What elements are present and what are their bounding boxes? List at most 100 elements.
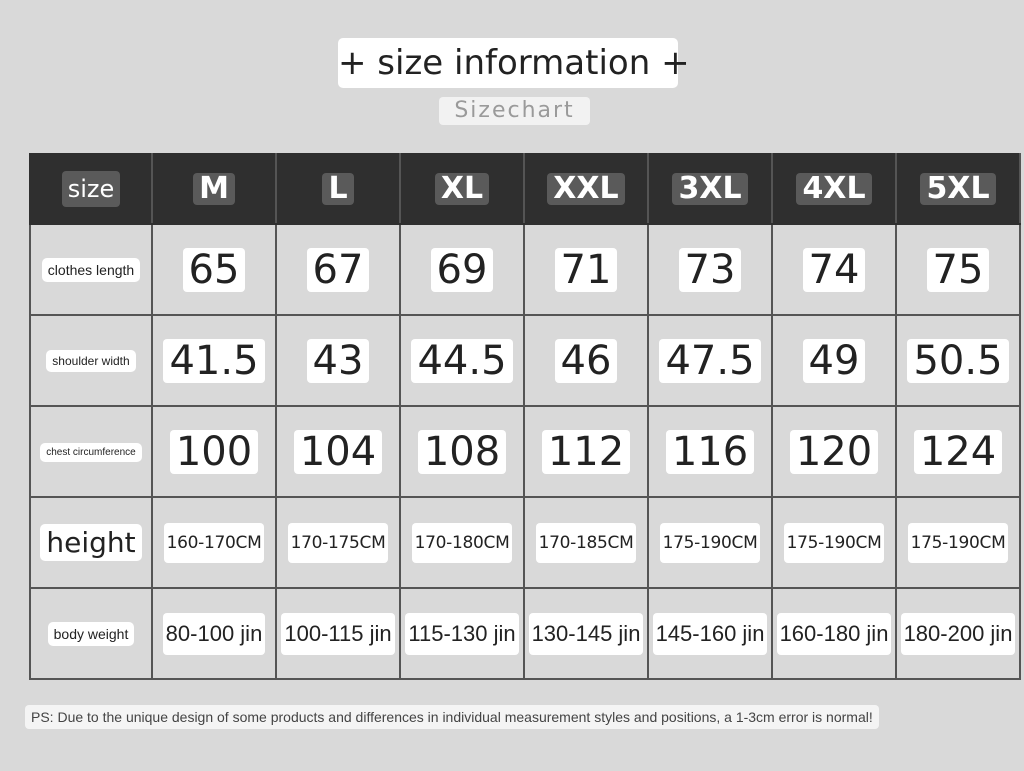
value: 44.5 — [411, 338, 513, 383]
value-cell: 100-115 jin — [275, 587, 401, 680]
size-label: M — [193, 173, 235, 205]
value-cell: 49 — [771, 314, 897, 407]
value: 74 — [802, 247, 866, 292]
value: 50.5 — [907, 338, 1009, 383]
size-label: L — [322, 173, 354, 205]
value: 170-185CM — [535, 522, 637, 563]
size-header-cell: L — [275, 153, 401, 225]
value: 170-180CM — [411, 522, 513, 563]
value-cell: 50.5 — [895, 314, 1021, 407]
value: 71 — [554, 247, 618, 292]
value: 47.5 — [659, 338, 761, 383]
value: 108 — [417, 429, 507, 474]
value: 49 — [802, 338, 866, 383]
value-cell: 71 — [523, 223, 649, 316]
row-label: clothes length — [41, 257, 141, 282]
value-cell: 170-185CM — [523, 496, 649, 589]
value-cell: 120 — [771, 405, 897, 498]
value: 115-130 jin — [405, 612, 519, 655]
row-label-cell: height — [29, 496, 153, 589]
value: 175-190CM — [659, 522, 761, 563]
size-header-cell: 5XL — [895, 153, 1021, 225]
table-row: clothes length 65 67 69 71 73 74 75 — [29, 223, 1021, 316]
value-cell: 175-190CM — [895, 496, 1021, 589]
row-label: chest circumference — [40, 442, 142, 462]
page-title: + size information + — [338, 38, 690, 88]
value-cell: 112 — [523, 405, 649, 498]
value-cell: 130-145 jin — [523, 587, 649, 680]
value: 75 — [926, 247, 990, 292]
size-label: 3XL — [672, 173, 748, 205]
value-cell: 145-160 jin — [647, 587, 773, 680]
value: 180-200 jin — [900, 612, 1016, 655]
value-cell: 124 — [895, 405, 1021, 498]
value: 80-100 jin — [162, 612, 266, 655]
value-cell: 46 — [523, 314, 649, 407]
row-label: body weight — [47, 621, 135, 646]
value: 43 — [306, 338, 370, 383]
header-cell: size — [29, 153, 153, 225]
size-header-cell: 3XL — [647, 153, 773, 225]
page-subtitle: Sizechart — [439, 97, 590, 125]
value-cell: 74 — [771, 223, 897, 316]
value-cell: 160-170CM — [151, 496, 277, 589]
row-label-cell: body weight — [29, 587, 153, 680]
header-label: size — [61, 171, 121, 207]
value-cell: 47.5 — [647, 314, 773, 407]
size-label: 5XL — [920, 173, 996, 205]
value-cell: 175-190CM — [647, 496, 773, 589]
value-cell: 104 — [275, 405, 401, 498]
value: 112 — [541, 429, 631, 474]
value-cell: 75 — [895, 223, 1021, 316]
size-label: XL — [434, 173, 490, 205]
value: 67 — [306, 247, 370, 292]
value-cell: 175-190CM — [771, 496, 897, 589]
value: 100-115 jin — [281, 612, 395, 655]
table-row: height 160-170CM 170-175CM 170-180CM 170-185… — [29, 496, 1021, 589]
value: 65 — [182, 247, 246, 292]
value: 41.5 — [163, 338, 265, 383]
value: 175-190CM — [907, 522, 1009, 563]
table-row: chest circumference 100 104 108 112 116 120 124 — [29, 405, 1021, 498]
size-label: XXL — [547, 173, 625, 205]
value: 160-170CM — [163, 522, 265, 563]
value: 46 — [554, 338, 618, 383]
row-label-cell: clothes length — [29, 223, 153, 316]
value: 175-190CM — [783, 522, 885, 563]
value: 100 — [169, 429, 259, 474]
value-cell: 41.5 — [151, 314, 277, 407]
value-cell: 69 — [399, 223, 525, 316]
row-label-cell: chest circumference — [29, 405, 153, 498]
value: 69 — [430, 247, 494, 292]
value-cell: 160-180 jin — [771, 587, 897, 680]
value-cell: 170-180CM — [399, 496, 525, 589]
value: 116 — [665, 429, 755, 474]
row-label: height — [40, 524, 142, 561]
value-cell: 44.5 — [399, 314, 525, 407]
value-cell: 65 — [151, 223, 277, 316]
value-cell: 80-100 jin — [151, 587, 277, 680]
value-cell: 108 — [399, 405, 525, 498]
value-cell: 115-130 jin — [399, 587, 525, 680]
header-row: size M L XL XXL 3XL 4XL 5XL — [29, 153, 1021, 225]
size-label: 4XL — [796, 173, 872, 205]
size-chart-table: size M L XL XXL 3XL 4XL 5XL clothes length 65 67 69… — [29, 153, 1021, 680]
measurement-note: PS: Due to the unique design of some pro… — [25, 705, 879, 729]
value-cell: 100 — [151, 405, 277, 498]
value: 130-145 jin — [528, 612, 644, 655]
size-header-cell: M — [151, 153, 277, 225]
size-header-cell: XXL — [523, 153, 649, 225]
value: 104 — [293, 429, 383, 474]
value: 170-175CM — [287, 522, 389, 563]
value: 120 — [789, 429, 879, 474]
value: 145-160 jin — [652, 612, 768, 655]
row-label: shoulder width — [46, 349, 136, 372]
value-cell: 170-175CM — [275, 496, 401, 589]
value-cell: 73 — [647, 223, 773, 316]
value-cell: 180-200 jin — [895, 587, 1021, 680]
value: 73 — [678, 247, 742, 292]
size-header-cell: 4XL — [771, 153, 897, 225]
value-cell: 67 — [275, 223, 401, 316]
value: 160-180 jin — [776, 612, 892, 655]
table-row: body weight 80-100 jin 100-115 jin 115-130 … — [29, 587, 1021, 680]
